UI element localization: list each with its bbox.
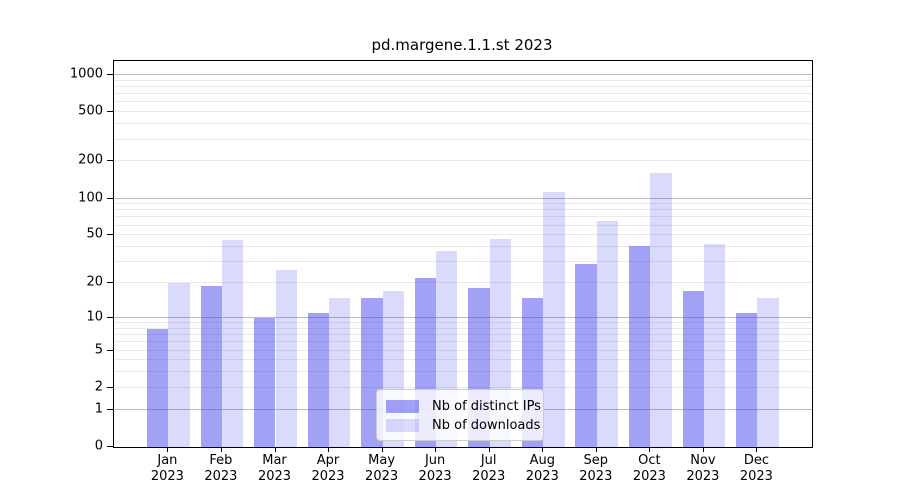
bar-nov-distinct-ips <box>682 291 704 447</box>
y-gridline-300 <box>114 138 812 140</box>
x-tick-label-oct: Oct 2023 <box>632 453 666 484</box>
y-gridline-9 <box>114 322 812 323</box>
x-tick-label-aug: Aug 2023 <box>525 453 559 484</box>
y-gridline-10 <box>114 316 812 318</box>
y-tick-label-1: 1 <box>94 401 103 417</box>
y-tick-label-200: 200 <box>78 152 103 168</box>
chart-title: pd.margene.1.1.st 2023 <box>371 36 553 54</box>
y-tick-mark-20 <box>107 282 113 283</box>
y-gridline-200 <box>114 160 812 162</box>
y-tick-mark-10 <box>107 316 113 318</box>
bar-oct-distinct-ips <box>629 245 651 447</box>
legend-label: Nb of downloads <box>432 417 541 433</box>
bar-feb-downloads <box>221 239 244 447</box>
x-tick-label-jan: Jan 2023 <box>150 453 184 484</box>
y-tick-mark-0 <box>107 446 113 447</box>
y-gridline-1000 <box>114 73 812 75</box>
x-tick-label-apr: Apr 2023 <box>311 453 345 484</box>
bar-apr-distinct-ips <box>307 313 329 447</box>
x-tick-label-jun: Jun 2023 <box>418 453 452 484</box>
bar-oct-downloads <box>650 173 672 447</box>
y-gridline-500 <box>114 111 812 113</box>
y-tick-label-20: 20 <box>86 274 103 290</box>
y-tick-mark-1000 <box>107 73 113 75</box>
y-gridline-2 <box>114 386 812 388</box>
legend-swatch-distinct-ips <box>386 399 419 413</box>
bar-mar-distinct-ips <box>254 317 276 447</box>
x-tick-mark-jan <box>167 447 169 452</box>
y-tick-mark-2 <box>107 386 113 388</box>
y-tick-label-2: 2 <box>94 379 103 395</box>
y-tick-label-100: 100 <box>78 190 103 205</box>
x-tick-mark-feb <box>220 447 222 452</box>
y-gridline-80 <box>114 209 812 211</box>
bar-mar-downloads <box>275 269 297 447</box>
y-gridline-3 <box>114 371 812 373</box>
y-gridline-800 <box>114 85 812 87</box>
x-tick-mark-jul <box>488 447 490 452</box>
bar-feb-distinct-ips <box>200 285 222 447</box>
y-gridline-30 <box>114 261 812 263</box>
legend-item-distinct-ips: Nb of distinct IPs <box>386 397 541 415</box>
y-tick-label-50: 50 <box>86 226 103 242</box>
y-gridline-5 <box>114 349 812 351</box>
y-tick-mark-500 <box>107 111 113 113</box>
y-tick-mark-5 <box>107 349 113 351</box>
y-tick-mark-100 <box>107 197 113 199</box>
y-gridline-8 <box>114 327 812 329</box>
x-tick-mark-apr <box>328 447 329 452</box>
bar-aug-downloads <box>543 192 565 447</box>
y-tick-mark-50 <box>107 234 113 236</box>
y-tick-label-500: 500 <box>78 103 103 119</box>
y-gridline-60 <box>114 224 812 226</box>
bar-jan-downloads <box>168 283 190 447</box>
legend-label: Nb of distinct IPs <box>432 398 541 414</box>
bar-dec-downloads <box>757 297 779 447</box>
y-gridline-400 <box>114 123 812 125</box>
x-tick-mark-sep <box>595 447 597 452</box>
x-tick-label-may: May 2023 <box>365 453 399 484</box>
bar-apr-downloads <box>329 297 351 447</box>
y-gridline-6 <box>114 341 812 343</box>
bar-sep-downloads <box>596 221 619 447</box>
x-tick-label-dec: Dec 2023 <box>739 453 773 484</box>
y-tick-mark-1 <box>107 408 113 410</box>
y-gridline-700 <box>114 93 812 95</box>
x-tick-mark-aug <box>542 447 544 452</box>
y-tick-label-1000: 1000 <box>69 66 103 82</box>
bar-nov-downloads <box>703 244 726 447</box>
x-tick-label-mar: Mar 2023 <box>257 453 292 484</box>
y-gridline-50 <box>114 234 812 236</box>
bar-dec-distinct-ips <box>736 313 758 447</box>
y-gridline-100 <box>114 197 812 199</box>
x-tick-mark-jun <box>435 447 437 452</box>
y-gridline-7 <box>114 334 812 335</box>
y-tick-mark-200 <box>107 160 113 162</box>
x-tick-mark-dec <box>756 447 758 452</box>
x-tick-label-jul: Jul 2023 <box>472 453 506 484</box>
y-gridline-600 <box>114 101 812 103</box>
y-gridline-900 <box>114 79 812 81</box>
x-tick-mark-oct <box>649 447 651 452</box>
x-tick-mark-nov <box>702 447 704 452</box>
y-gridline-90 <box>114 203 812 205</box>
bar-jan-distinct-ips <box>147 328 169 447</box>
legend: Nb of distinct IPs Nb of downloads <box>376 389 544 441</box>
y-gridline-40 <box>114 246 812 247</box>
x-tick-mark-mar <box>274 447 276 452</box>
y-tick-label-10: 10 <box>86 309 103 325</box>
y-gridline-70 <box>114 216 812 218</box>
legend-swatch-downloads <box>386 418 419 432</box>
y-tick-label-5: 5 <box>94 342 103 357</box>
x-tick-mark-may <box>381 447 383 452</box>
y-gridline-20 <box>114 282 812 283</box>
x-tick-label-nov: Nov 2023 <box>686 453 720 484</box>
x-tick-label-sep: Sep 2023 <box>579 453 613 484</box>
x-tick-label-feb: Feb 2023 <box>204 453 238 484</box>
legend-item-downloads: Nb of downloads <box>386 416 540 434</box>
y-tick-label-0: 0 <box>94 438 103 454</box>
y-gridline-4 <box>114 359 812 361</box>
bar-sep-distinct-ips <box>575 263 597 447</box>
